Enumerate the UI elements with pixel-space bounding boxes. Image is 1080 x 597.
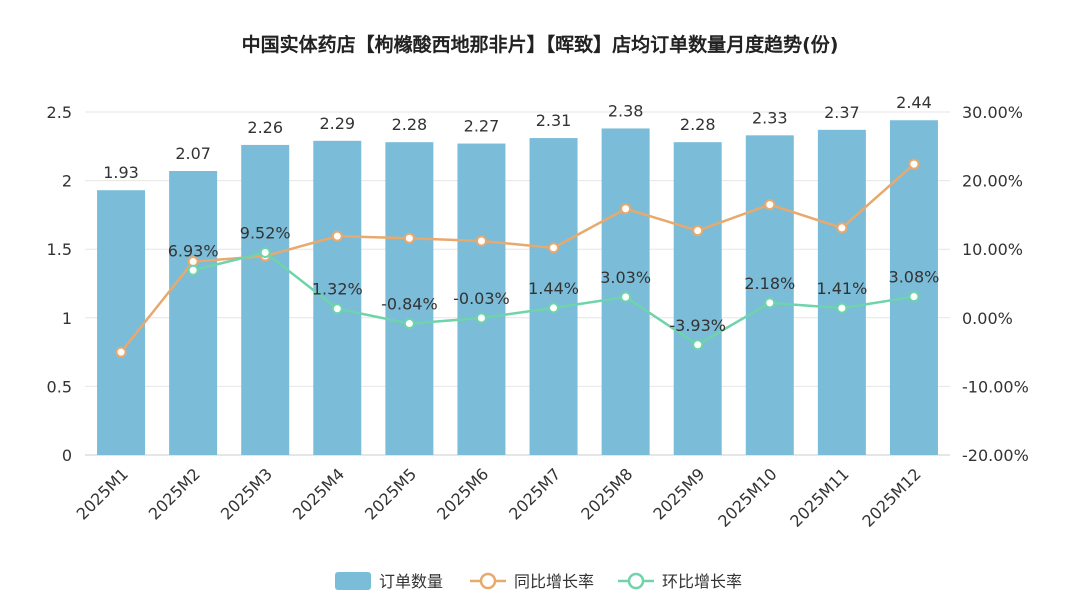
x-axis-tick-label: 2025M8 <box>577 464 636 523</box>
line-point <box>259 246 271 258</box>
line-series: 6.93% 9.52% 1.32% -0.84% -0.03% 1.44% 3.03% -3.… <box>115 158 940 358</box>
right-axis-tick-label: 30.00% <box>962 103 1023 122</box>
bar-data-label: 2.31 <box>536 111 572 130</box>
left-axis-tick-label: 0.5 <box>47 377 72 396</box>
line-point <box>764 199 776 211</box>
bar-data-label: 1.93 <box>103 163 139 182</box>
bar-series: 1.93 2.07 2.26 2.29 2.28 2.27 2.31 2.38 2.28 2.33… <box>97 93 938 456</box>
bar <box>889 120 938 456</box>
line-data-label: 3.03% <box>600 268 651 287</box>
bar-data-label: 2.33 <box>752 108 788 127</box>
line-point <box>836 222 848 234</box>
line-point <box>187 264 199 276</box>
line-data-label: 9.52% <box>240 223 291 242</box>
bar <box>385 142 434 455</box>
bar-data-label: 2.28 <box>392 115 428 134</box>
line-point <box>908 291 920 303</box>
bar <box>457 143 506 455</box>
x-axis-tick-label: 2025M7 <box>505 464 564 523</box>
bar <box>817 129 866 455</box>
line-point <box>764 297 776 309</box>
x-axis-tick-label: 2025M9 <box>649 464 708 523</box>
line-point <box>620 291 632 303</box>
left-axis-tick-label: 0 <box>62 446 72 465</box>
line-data-label: 1.44% <box>528 279 579 298</box>
line-data-label: -0.03% <box>453 289 510 308</box>
right-axis-tick-label: 10.00% <box>962 240 1023 259</box>
bar <box>241 144 290 456</box>
bar-data-label: 2.37 <box>824 103 860 122</box>
line-point <box>115 346 127 358</box>
bar-data-label: 2.38 <box>608 101 644 120</box>
legend-item[interactable]: 订单数量 <box>335 572 443 591</box>
x-axis-tick-label: 2025M12 <box>858 464 924 530</box>
line-data-label: 2.18% <box>744 274 795 293</box>
legend[interactable]: 订单数量 同比增长率 环比增长率 <box>335 572 742 591</box>
x-axis-tick-label: 2025M11 <box>786 464 852 530</box>
line-point <box>331 230 343 242</box>
line-point <box>692 225 704 237</box>
x-axis-tick-label: 2025M5 <box>361 464 420 523</box>
bar-data-label: 2.29 <box>319 114 355 133</box>
x-axis-tick-label: 2025M3 <box>217 464 276 523</box>
bar <box>97 190 146 456</box>
bar <box>169 170 218 455</box>
left-axis-tick-label: 1.5 <box>47 240 72 259</box>
x-axis-tick-label: 2025M2 <box>145 464 204 523</box>
series-line <box>120 163 915 353</box>
line-data-label: 3.08% <box>889 268 940 287</box>
legend-swatch-marker <box>479 572 497 590</box>
bar-data-label: 2.26 <box>247 118 283 137</box>
gridlines <box>85 111 950 456</box>
line-point <box>548 302 560 314</box>
left-axis-tick-label: 2 <box>62 172 72 191</box>
right-axis-tick-label: -10.00% <box>962 377 1029 396</box>
bar-data-label: 2.44 <box>896 93 932 112</box>
bar-data-label: 2.07 <box>175 144 211 163</box>
line-point <box>548 242 560 254</box>
legend-label: 同比增长率 <box>514 572 594 591</box>
line-point <box>620 203 632 215</box>
right-axis-tick-label: 20.00% <box>962 172 1023 191</box>
x-axis-tick-label: 2025M10 <box>714 464 780 530</box>
x-axis-tick-label: 2025M6 <box>433 464 492 523</box>
line-point <box>475 312 487 324</box>
line-data-label: -0.84% <box>381 295 438 314</box>
bar <box>745 135 794 455</box>
line-data-label: 1.41% <box>816 279 867 298</box>
left-axis-tick-label: 1 <box>62 309 72 328</box>
line-point <box>692 339 704 351</box>
legend-label: 环比增长率 <box>662 572 742 591</box>
x-axis-tick-label: 2025M4 <box>289 464 348 523</box>
line-point <box>908 158 920 170</box>
bar <box>673 142 722 455</box>
legend-item[interactable]: 环比增长率 <box>618 572 742 591</box>
left-axis-tick-label: 2.5 <box>47 103 72 122</box>
line-data-label: 1.32% <box>312 280 363 299</box>
legend-item[interactable]: 同比增长率 <box>470 572 594 591</box>
right-axis-tick-label: -20.00% <box>962 446 1029 465</box>
bar <box>529 138 578 455</box>
legend-swatch-marker <box>627 572 645 590</box>
line-point <box>475 235 487 247</box>
chart-title: 中国实体药店【枸橼酸西地那非片】【晖致】店均订单数量月度趋势(份) <box>241 34 839 56</box>
bar-data-label: 2.27 <box>464 117 500 136</box>
line-point <box>836 302 848 314</box>
bar-data-label: 2.28 <box>680 115 716 134</box>
line-point <box>403 232 415 244</box>
legend-label: 订单数量 <box>379 572 443 591</box>
bar <box>313 140 362 455</box>
right-axis-tick-label: 0.00% <box>962 309 1013 328</box>
x-axis-tick-label: 2025M1 <box>73 464 132 523</box>
line-data-label: 6.93% <box>168 241 219 260</box>
line-point <box>403 318 415 330</box>
legend-swatch-bar <box>335 572 371 590</box>
line-point <box>331 303 343 315</box>
line-data-label: -3.93% <box>669 316 726 335</box>
